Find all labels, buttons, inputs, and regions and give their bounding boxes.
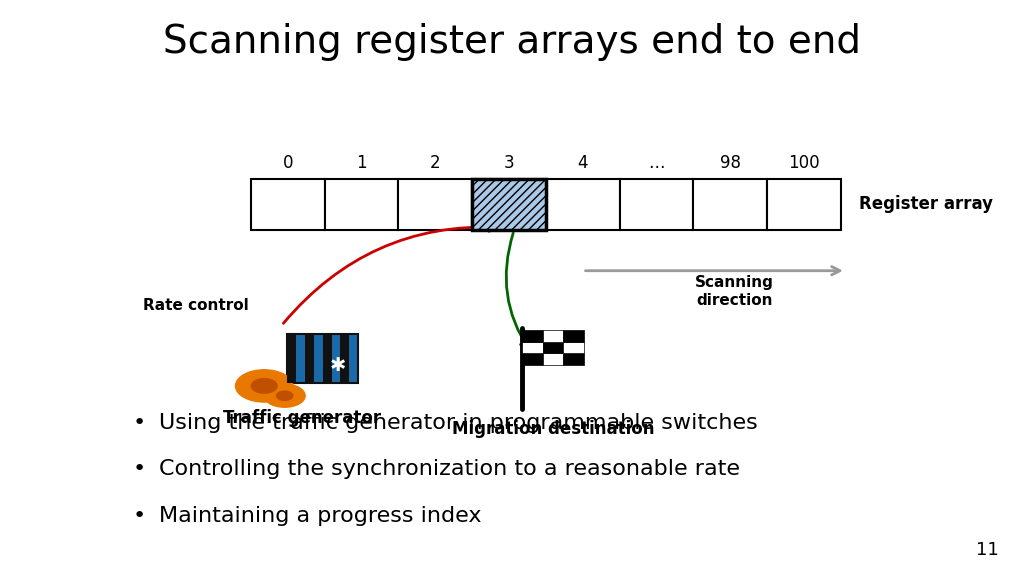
- Text: 11: 11: [976, 541, 998, 559]
- Text: ✱: ✱: [330, 357, 346, 376]
- Text: …: …: [648, 154, 665, 172]
- Bar: [563, 330, 584, 342]
- Text: •: •: [133, 414, 146, 433]
- Bar: [543, 342, 563, 353]
- Text: Maintaining a progress index: Maintaining a progress index: [159, 506, 481, 525]
- Text: 2: 2: [430, 154, 440, 172]
- Text: Register array: Register array: [859, 195, 993, 214]
- Bar: [563, 353, 584, 365]
- Bar: [287, 334, 296, 383]
- Bar: [767, 179, 841, 230]
- Text: 98: 98: [720, 154, 740, 172]
- Circle shape: [264, 384, 305, 407]
- Text: Scanning
direction: Scanning direction: [695, 275, 774, 308]
- Bar: [522, 330, 543, 342]
- Bar: [543, 330, 563, 342]
- Text: Traffic generator: Traffic generator: [223, 409, 381, 427]
- Bar: [620, 179, 693, 230]
- Bar: [472, 179, 546, 230]
- Text: 3: 3: [504, 154, 514, 172]
- Bar: [340, 334, 349, 383]
- Text: Controlling the synchronization to a reasonable rate: Controlling the synchronization to a rea…: [159, 460, 739, 479]
- Bar: [398, 179, 472, 230]
- Bar: [323, 334, 332, 383]
- Bar: [287, 334, 358, 383]
- Text: 4: 4: [578, 154, 588, 172]
- Text: Rate control: Rate control: [143, 298, 249, 313]
- Circle shape: [251, 378, 278, 393]
- Bar: [472, 179, 546, 230]
- Text: •: •: [133, 460, 146, 479]
- Bar: [325, 179, 398, 230]
- Bar: [305, 334, 313, 383]
- Bar: [546, 179, 620, 230]
- Text: 1: 1: [356, 154, 367, 172]
- Text: •: •: [133, 506, 146, 525]
- Text: 100: 100: [788, 154, 819, 172]
- Bar: [472, 179, 546, 230]
- Bar: [522, 353, 543, 365]
- Text: Scanning register arrays end to end: Scanning register arrays end to end: [163, 23, 861, 61]
- Text: 0: 0: [283, 154, 293, 172]
- Bar: [693, 179, 767, 230]
- Circle shape: [276, 391, 293, 400]
- Bar: [543, 353, 563, 365]
- Bar: [522, 342, 543, 353]
- Text: Migration destination: Migration destination: [452, 420, 654, 438]
- Circle shape: [236, 370, 293, 402]
- Bar: [563, 342, 584, 353]
- Text: Using the traffic generator in programmable switches: Using the traffic generator in programma…: [159, 414, 758, 433]
- Bar: [251, 179, 325, 230]
